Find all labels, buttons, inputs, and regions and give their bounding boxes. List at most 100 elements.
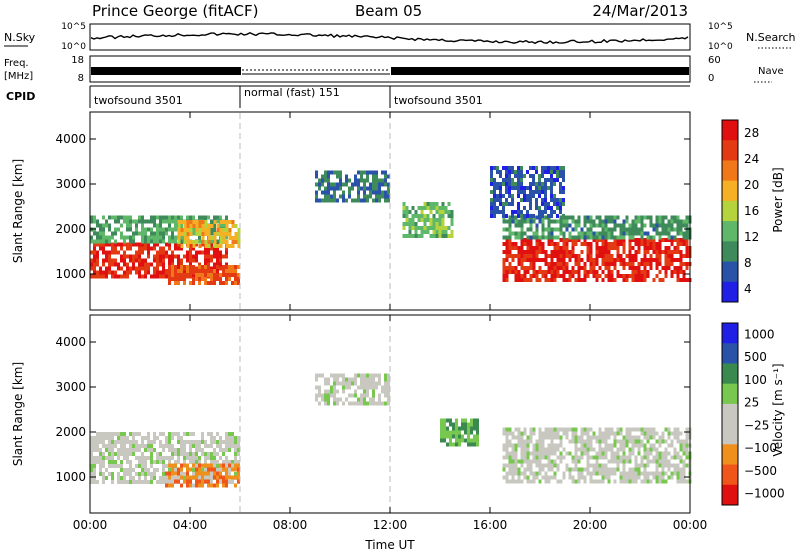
- data-cell: [544, 447, 548, 452]
- data-cell: [685, 262, 689, 266]
- data-cell: [601, 246, 605, 250]
- data-cell: [583, 475, 587, 480]
- data-cell: [183, 254, 186, 259]
- data-cell: [538, 258, 542, 262]
- data-cell: [363, 190, 366, 195]
- data-cell: [333, 198, 336, 203]
- data-cell: [517, 258, 521, 262]
- data-cell: [315, 182, 318, 187]
- data-cell: [571, 270, 575, 274]
- data-cell: [547, 467, 551, 472]
- data-cell: [520, 274, 524, 278]
- data-cell: [526, 227, 530, 232]
- data-cell: [414, 234, 418, 238]
- data-cell: [529, 479, 533, 484]
- data-cell: [201, 224, 205, 228]
- data-cell: [387, 190, 390, 195]
- data-cell: [213, 220, 217, 224]
- data-cell: [514, 186, 517, 190]
- data-cell: [93, 456, 96, 460]
- data-cell: [417, 218, 421, 222]
- data-cell: [568, 258, 572, 262]
- data-cell: [529, 439, 533, 444]
- data-cell: [589, 443, 593, 448]
- data-cell: [670, 274, 674, 278]
- data-cell: [502, 235, 506, 240]
- data-cell: [607, 427, 611, 432]
- data-cell: [541, 455, 545, 460]
- data-cell: [96, 258, 99, 263]
- data-cell: [144, 274, 147, 279]
- data-cell: [637, 435, 641, 440]
- data-cell: [180, 475, 183, 480]
- data-cell: [441, 210, 445, 214]
- data-cell: [473, 422, 476, 427]
- data-cell: [601, 235, 605, 240]
- data-cell: [231, 463, 234, 468]
- data-cell: [126, 472, 129, 476]
- data-cell: [402, 210, 406, 214]
- data-cell: [556, 214, 559, 218]
- data-cell: [520, 186, 523, 190]
- data-cell: [523, 274, 527, 278]
- data-cell: [658, 479, 662, 484]
- data-cell: [324, 174, 327, 179]
- data-cell: [210, 236, 214, 240]
- data-cell: [174, 269, 177, 273]
- data-cell: [147, 254, 150, 259]
- data-cell: [673, 455, 677, 460]
- colorbar-tick-label: −100: [744, 441, 777, 455]
- data-cell: [369, 373, 372, 378]
- data-cell: [231, 224, 235, 228]
- data-cell: [610, 467, 614, 472]
- data-cell: [604, 231, 608, 236]
- data-cell: [168, 227, 171, 232]
- data-cell: [168, 223, 171, 228]
- data-cell: [162, 262, 165, 267]
- data-cell: [440, 426, 443, 431]
- data-cell: [658, 278, 662, 282]
- data-cell: [685, 479, 689, 484]
- data-cell: [207, 215, 210, 220]
- data-cell: [375, 178, 378, 183]
- data-cell: [186, 232, 190, 236]
- data-cell: [544, 475, 548, 480]
- data-cell: [553, 210, 556, 214]
- data-cell: [505, 174, 508, 178]
- data-cell: [547, 455, 551, 460]
- data-cell: [162, 464, 165, 468]
- data-cell: [327, 174, 330, 179]
- data-cell: [440, 418, 443, 423]
- data-cell: [556, 467, 560, 472]
- data-cell: [192, 231, 195, 236]
- data-cell: [369, 381, 372, 386]
- data-cell: [649, 235, 653, 240]
- data-cell: [111, 242, 114, 247]
- data-cell: [168, 475, 171, 480]
- data-cell: [529, 459, 533, 464]
- data-cell: [613, 479, 617, 484]
- data-cell: [129, 472, 132, 476]
- data-cell: [550, 250, 554, 254]
- data-cell: [189, 467, 192, 472]
- data-cell: [523, 439, 527, 444]
- data-cell: [583, 479, 587, 484]
- data-cell: [132, 432, 135, 436]
- data-cell: [511, 463, 515, 468]
- data-cell: [607, 262, 611, 266]
- data-cell: [177, 452, 180, 456]
- data-cell: [562, 186, 565, 190]
- data-cell: [210, 281, 213, 285]
- data-cell: [138, 266, 141, 271]
- data-cell: [538, 238, 542, 242]
- data-cell: [138, 460, 141, 464]
- data-cell: [150, 227, 153, 232]
- data-cell: [174, 277, 177, 281]
- data-cell: [628, 471, 632, 476]
- data-cell: [105, 235, 108, 240]
- data-cell: [598, 435, 602, 440]
- data-cell: [195, 483, 198, 488]
- data-cell: [664, 238, 668, 242]
- data-cell: [216, 232, 220, 236]
